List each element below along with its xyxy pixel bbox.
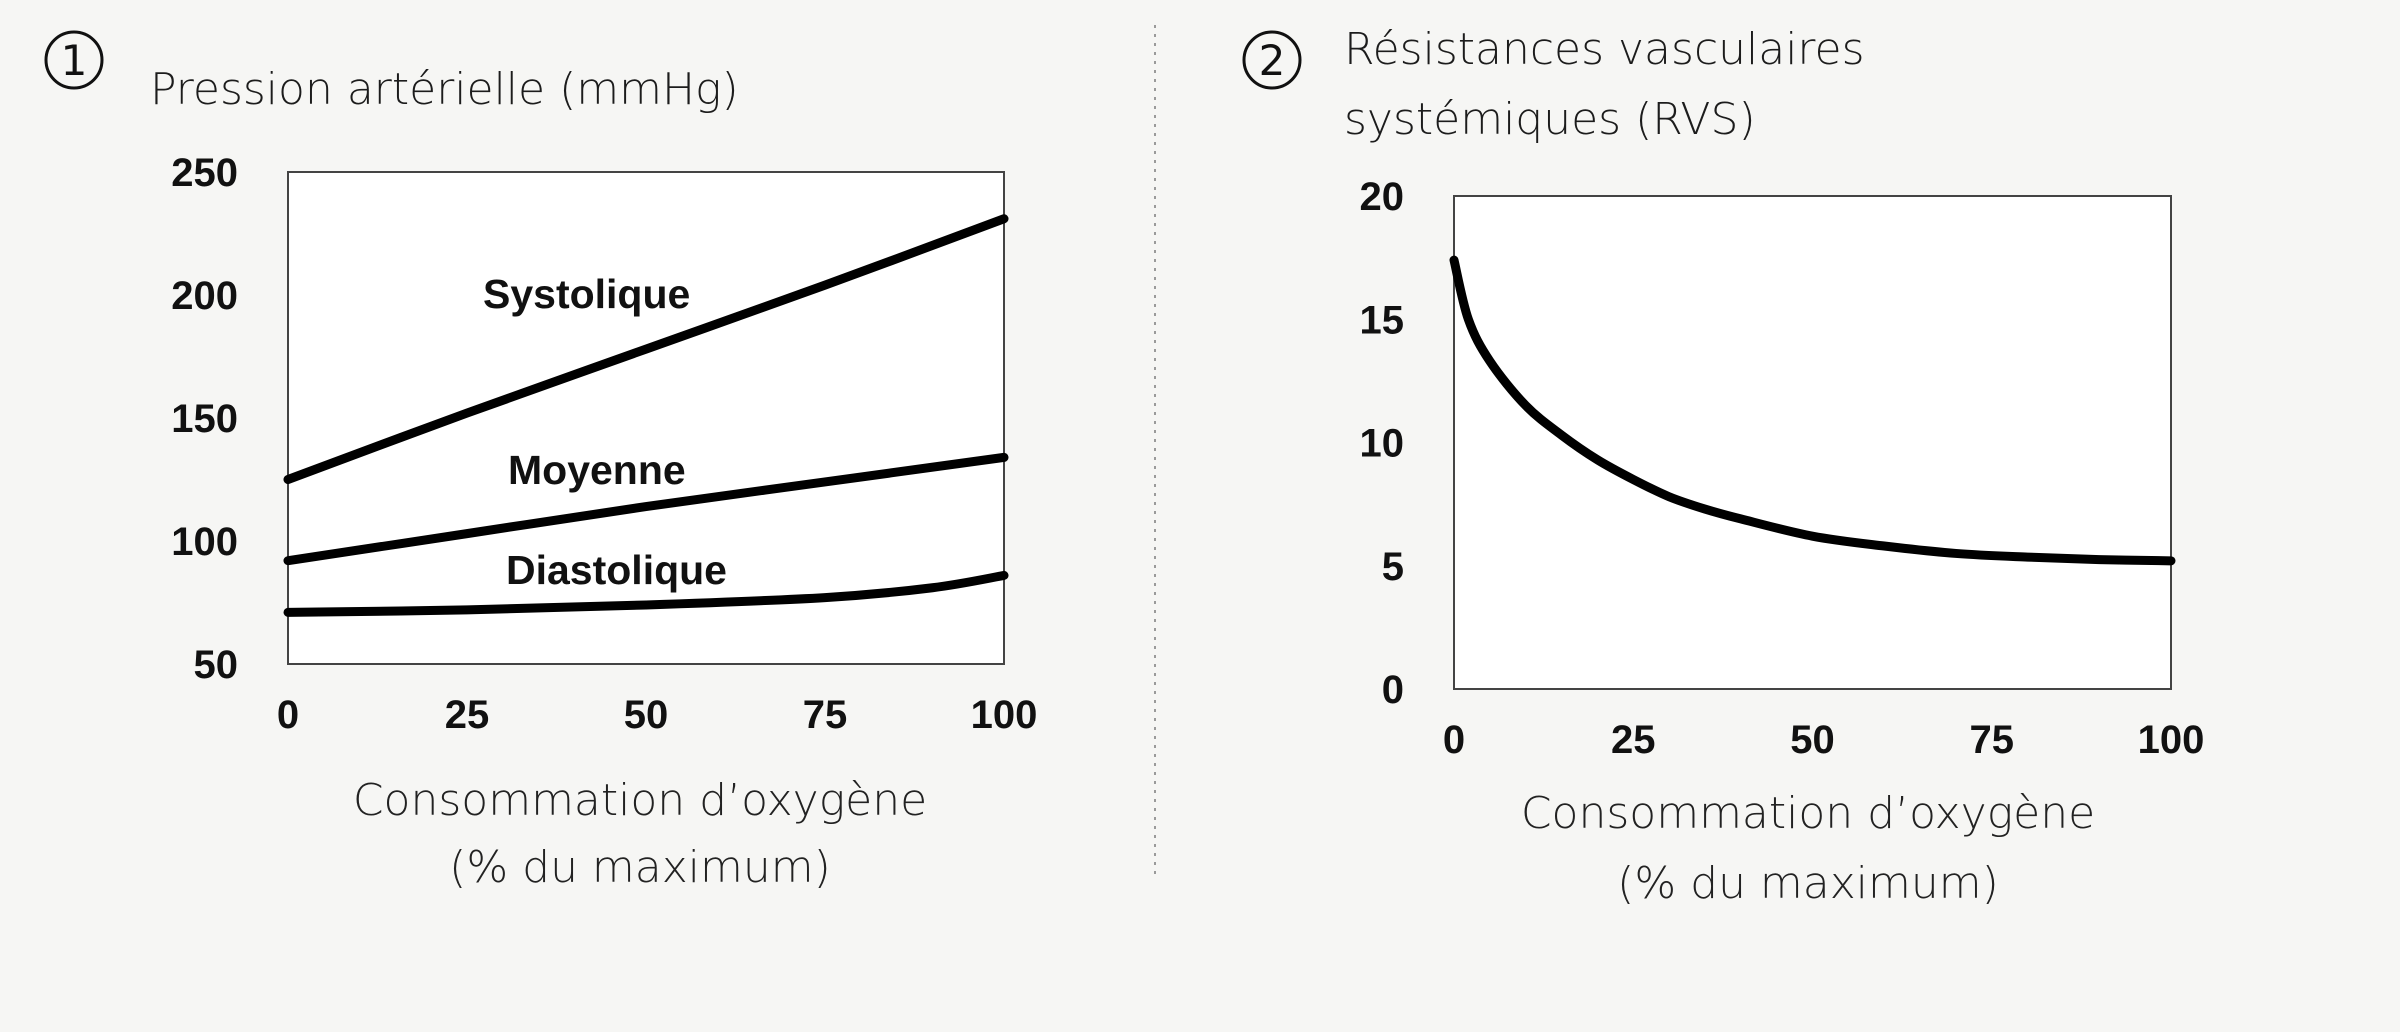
chart-title-line1: Résistances vasculaires [1344,24,1865,75]
series-line-diastolique [283,570,1009,617]
x-axis-title-line2: (% du maximum) [449,842,831,893]
series-lines [283,214,1009,617]
y-tick-label: 50 [194,643,239,687]
y-tick-label: 250 [171,151,238,195]
panel-systemic-vascular-resistance: 2 Résistances vasculaires systémiques (R… [1242,24,2205,909]
panel-number-badge [44,30,104,90]
x-tick-label: 25 [445,693,490,737]
x-tick-label: 50 [624,693,669,737]
x-axis-title-line1: Consommation d’oxygène [353,775,927,826]
series-lines [1449,255,2176,566]
y-tick-label: 5 [1382,545,1404,589]
series-label-moyenne: Moyenne [508,447,686,493]
x-tick-label: 50 [1790,718,1835,762]
x-tick-label: 100 [971,693,1038,737]
x-axis-ticks: 0 25 50 75 100 [1443,718,2205,762]
series-label-diastolique: Diastolique [506,547,727,593]
y-tick-label: 200 [171,274,238,318]
series-line-rvs [1449,255,2176,566]
panel-number-badge [1242,30,1302,90]
x-tick-label: 25 [1611,718,1656,762]
y-tick-label: 20 [1360,175,1405,219]
y-tick-label: 10 [1360,422,1405,466]
panel-number-text: 2 [1259,36,1286,85]
y-axis-ticks: 20 15 10 5 0 [1360,175,1405,712]
series-line-systolique [283,214,1009,484]
panel-number-text: 1 [61,36,88,85]
x-tick-label: 100 [2138,718,2205,762]
y-tick-label: 100 [171,520,238,564]
chart-title-line2: systémiques (RVS) [1344,94,1756,145]
x-axis-ticks: 0 25 50 75 100 [277,693,1038,737]
plot-area [1453,195,2172,690]
x-axis-title-line1: Consommation d’oxygène [1521,788,2095,839]
chart-title: Pression artérielle (mmHg) [150,64,739,115]
plot-area [287,171,1005,665]
y-tick-label: 150 [171,397,238,441]
series-label-systolique: Systolique [483,271,690,317]
y-tick-label: 15 [1360,298,1405,342]
y-tick-label: 0 [1382,668,1404,712]
x-tick-label: 75 [1970,718,2015,762]
x-tick-label: 0 [277,693,299,737]
series-line-moyenne [283,452,1009,566]
x-tick-label: 75 [803,693,848,737]
x-axis-title-line2: (% du maximum) [1617,858,1999,909]
panel-blood-pressure: 1 Pression artérielle (mmHg) 25020015010… [44,30,1038,893]
x-tick-label: 0 [1443,718,1465,762]
y-axis-ticks: 250 200 150 100 50 [171,151,238,687]
